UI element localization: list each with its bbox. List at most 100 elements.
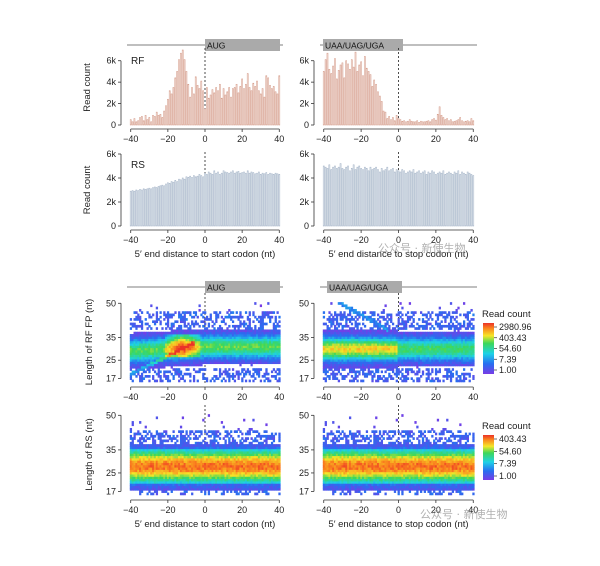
heat-rf-stop-cell: [341, 354, 344, 358]
heat-rf-stop-cell: [425, 334, 428, 337]
heat-rs-start-cell: [174, 474, 177, 477]
heat-rf-start-cell: [194, 338, 198, 342]
heat-rs-start-cell: [191, 430, 194, 433]
heat-rf-start-cell: [230, 343, 233, 346]
rf-stop-bar: [343, 77, 346, 126]
heat-rf-start-cell: [174, 368, 177, 371]
heat-rf-stop-cell: [352, 308, 355, 312]
heat-rf-start-cell: [139, 356, 142, 360]
rs-start-y-tick-label: 2k: [106, 197, 116, 207]
heat-rs-start-cell: [185, 444, 188, 447]
heat-rs-start-cell: [189, 432, 192, 436]
heat-rf-stop-cell: [378, 361, 382, 365]
heat-rf-stop-cell: [326, 338, 329, 342]
heat-rf-start-cell: [226, 361, 229, 365]
heat-rf-start-cell: [172, 345, 175, 349]
rf-stop-bar: [455, 120, 458, 126]
heat-rf-stop-cell: [431, 368, 434, 371]
heat-rf-stop-x-tick-label: −40: [316, 392, 331, 402]
heat-rf-stop-cell: [390, 377, 393, 380]
heat-rf-stop-cell: [462, 347, 466, 351]
heat-rf-stop-cell: [378, 340, 382, 344]
heat-rf-start-cell: [191, 329, 194, 333]
heat-rf-start-y-tick-label: 35: [106, 332, 116, 342]
heat-rf-stop-cell: [446, 349, 449, 353]
heat-rf-stop-cell: [337, 352, 341, 355]
heat-rf-start-cell: [137, 336, 140, 339]
heat-rf-start-cell: [163, 343, 166, 346]
heat-rf-start-cell: [270, 356, 274, 360]
heat-rf-stop-cell: [442, 359, 445, 362]
heat-rf-start-cell: [133, 361, 136, 365]
heat-rf-stop-cell: [459, 379, 462, 383]
heat-rf-stop-cell: [442, 331, 445, 335]
heat-rf-stop-cell: [369, 340, 372, 344]
heat-rf-stop-cell: [427, 368, 430, 371]
heat-rf-stop-cell: [380, 359, 384, 362]
heat-rs-start-cell: [163, 471, 166, 475]
heat-rf-stop-cell: [375, 347, 378, 351]
heat-rf-start-cell: [237, 359, 240, 362]
heat-rf-start-cell: [196, 349, 199, 353]
heat-rf-stop-cell: [429, 352, 432, 355]
heat-rf-stop-cell: [459, 336, 462, 339]
heat-rf-start-cell: [142, 331, 146, 335]
heat-rs-start-cell: [179, 492, 183, 496]
rf-start-bar: [246, 73, 249, 126]
heat-rf-stop-cell: [382, 308, 385, 312]
rf-start-bar: [241, 78, 243, 126]
heat-rf-start-cell: [274, 338, 277, 342]
heat-rf-start-cell: [131, 336, 134, 339]
heat-rf-start-cell: [183, 354, 186, 358]
heat-rf-start-cell: [213, 356, 216, 360]
heat-rf-start-cell: [181, 347, 185, 351]
heat-rs-start-cell: [172, 453, 175, 457]
heat-rf-start-cell: [250, 327, 253, 330]
heat-rf-start-cell: [135, 363, 138, 367]
heat-rs-start-cell: [137, 483, 140, 487]
heat-rs-start-cell: [178, 481, 181, 484]
heat-rf-start-cell: [231, 359, 235, 362]
heat-rf-stop-cell: [414, 354, 417, 358]
heat-rf-stop-cell: [326, 349, 329, 353]
rf-stop-bar: [380, 101, 383, 126]
heat-rs-start-cell: [192, 469, 196, 473]
heat-rf-start-cell: [274, 340, 277, 344]
heat-rs-start-cell: [155, 487, 159, 491]
heat-rs-start-cell: [179, 464, 183, 468]
heat-rf-start-cell: [224, 368, 227, 371]
heat-rf-start-cell: [181, 349, 185, 353]
rf-start-bar: [167, 98, 169, 126]
heat-rs-start-cell: [198, 469, 201, 473]
heat-rf-stop-cell: [347, 340, 350, 344]
heat-rf-stop-cell: [427, 372, 430, 376]
heat-rf-stop-cell: [472, 377, 475, 380]
heat-rf-start-cell: [250, 356, 253, 360]
heat-rf-start-cell: [179, 313, 183, 317]
heat-rf-stop-cell: [436, 334, 440, 337]
heat-rf-start-cell: [135, 331, 138, 335]
heat-rf-start-cell: [168, 345, 172, 349]
heat-rf-stop-cell: [360, 340, 363, 344]
heat-rf-start-cell: [200, 329, 203, 333]
heat-rf-stop-cell: [401, 379, 404, 383]
heat-rf-stop-cell: [399, 338, 402, 342]
heat-rf-start-cell: [142, 338, 146, 342]
heat-rf-start-cell: [153, 347, 157, 351]
heat-rf-start-cell: [166, 379, 170, 383]
heat-rs-start-cell: [137, 455, 140, 459]
heat-rf-stop-cell: [388, 347, 391, 351]
heat-rf-stop-cell: [423, 361, 427, 365]
heat-rf-stop-cell: [406, 345, 410, 349]
heat-rf-start-cell: [146, 334, 149, 337]
heat-rf-start-cell: [135, 311, 138, 314]
heat-rs-start-cell: [181, 416, 185, 420]
heat-rf-stop-cell: [348, 370, 352, 374]
heat-rf-stop-cell: [332, 372, 335, 376]
heat-rf-start-cell: [185, 359, 188, 362]
heat-rf-stop-cell: [358, 354, 361, 358]
heat-rf-start-cell: [209, 345, 212, 349]
heat-rs-start-cell: [159, 471, 162, 475]
heat-rf-stop-cell: [397, 347, 400, 351]
heat-rf-stop-cell: [429, 349, 432, 353]
